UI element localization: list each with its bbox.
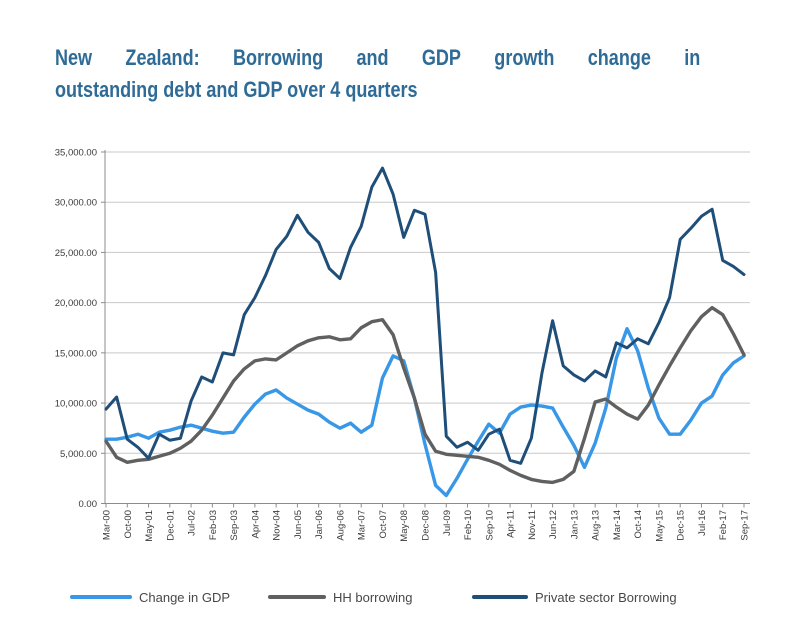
x-tick-label: Sep-17: [740, 510, 751, 541]
title-word: Zealand:: [125, 45, 200, 70]
x-tick-label: Dec-08: [421, 510, 432, 541]
x-tick-label: Aug-06: [335, 510, 346, 541]
legend-label-private-sector-borrowing: Private sector Borrowing: [535, 589, 677, 605]
title-word: growth: [494, 45, 555, 70]
legend-label-change-in-gdp: Change in GDP: [139, 589, 231, 605]
legend-label-hh-borrowing: HH borrowing: [333, 589, 413, 605]
chart-legend: Change in GDP HH borrowing Private secto…: [0, 588, 800, 610]
x-tick-label: May-01: [144, 510, 155, 542]
x-tick-label: Oct-14: [633, 510, 644, 539]
legend-item-change-in-gdp: Change in GDP: [70, 588, 230, 606]
y-tick-label: 30,000.00: [55, 198, 97, 209]
title-word: Borrowing: [232, 45, 324, 70]
x-tick-label: Oct-00: [123, 510, 134, 539]
x-tick-label: Jan-06: [314, 510, 325, 539]
x-tick-label: Sep-10: [484, 510, 495, 541]
x-tick-label: Nov-11: [527, 510, 538, 540]
y-tick-label: 0.00: [79, 499, 98, 510]
y-tick-label: 5,000.00: [60, 449, 97, 460]
legend-swatch-private-sector-borrowing: [472, 595, 528, 599]
x-tick-label: May-15: [654, 510, 665, 542]
title-word: and: [356, 45, 389, 70]
x-tick-label: Mar-07: [357, 510, 368, 540]
chart-title: New Zealand: Borrowing and GDP growth change in…: [55, 42, 700, 106]
y-tick-label: 20,000.00: [55, 298, 97, 309]
chart-title-line1: New Zealand: Borrowing and GDP growth change in: [55, 42, 700, 74]
x-tick-label: Aug-13: [591, 510, 602, 541]
x-tick-label: Mar-14: [612, 510, 623, 540]
x-tick-label: May-08: [399, 510, 410, 542]
x-tick-label: Jul-09: [442, 510, 453, 536]
series-line-hh-borrowing: [104, 305, 746, 485]
chart-title-line2: outstanding debt and GDP over 4 quarters: [55, 77, 418, 102]
series-line-private-sector-borrowing: [104, 166, 746, 465]
x-tick-label: Jul-02: [187, 510, 198, 536]
y-tick-label: 35,000.00: [55, 148, 97, 159]
x-tick-label: Feb-03: [208, 510, 219, 540]
x-tick-label: Dec-01: [165, 510, 176, 541]
x-tick-label: Apr-11: [506, 510, 517, 538]
title-word: New: [55, 45, 93, 70]
title-word: GDP: [421, 45, 461, 70]
x-tick-label: Oct-07: [378, 510, 389, 539]
legend-swatch-change-in-gdp: [70, 595, 132, 599]
legend-item-private-sector-borrowing: Private sector Borrowing: [472, 588, 677, 606]
x-tick-label: Feb-17: [718, 510, 729, 540]
x-tick-label: Dec-15: [676, 510, 687, 541]
x-tick-label: Jun-05: [293, 510, 304, 539]
x-tick-label: Jan-13: [569, 510, 580, 539]
legend-item-hh-borrowing: HH borrowing: [268, 588, 412, 606]
legend-swatch-hh-borrowing: [268, 595, 326, 599]
y-tick-label: 10,000.00: [55, 399, 97, 410]
title-word: in: [684, 45, 701, 70]
x-tick-label: Jun-12: [548, 510, 559, 539]
y-tick-label: 25,000.00: [55, 248, 97, 259]
x-tick-label: Feb-10: [463, 510, 474, 540]
title-word: change: [587, 45, 651, 70]
x-tick-label: Mar-00: [102, 510, 113, 540]
series-line-change-in-gdp: [104, 327, 746, 498]
x-tick-label: Nov-04: [272, 510, 283, 541]
x-tick-label: Sep-03: [229, 510, 240, 541]
y-tick-label: 15,000.00: [55, 348, 97, 359]
x-tick-label: Jul-16: [697, 510, 708, 536]
x-tick-label: Apr-04: [250, 510, 261, 539]
